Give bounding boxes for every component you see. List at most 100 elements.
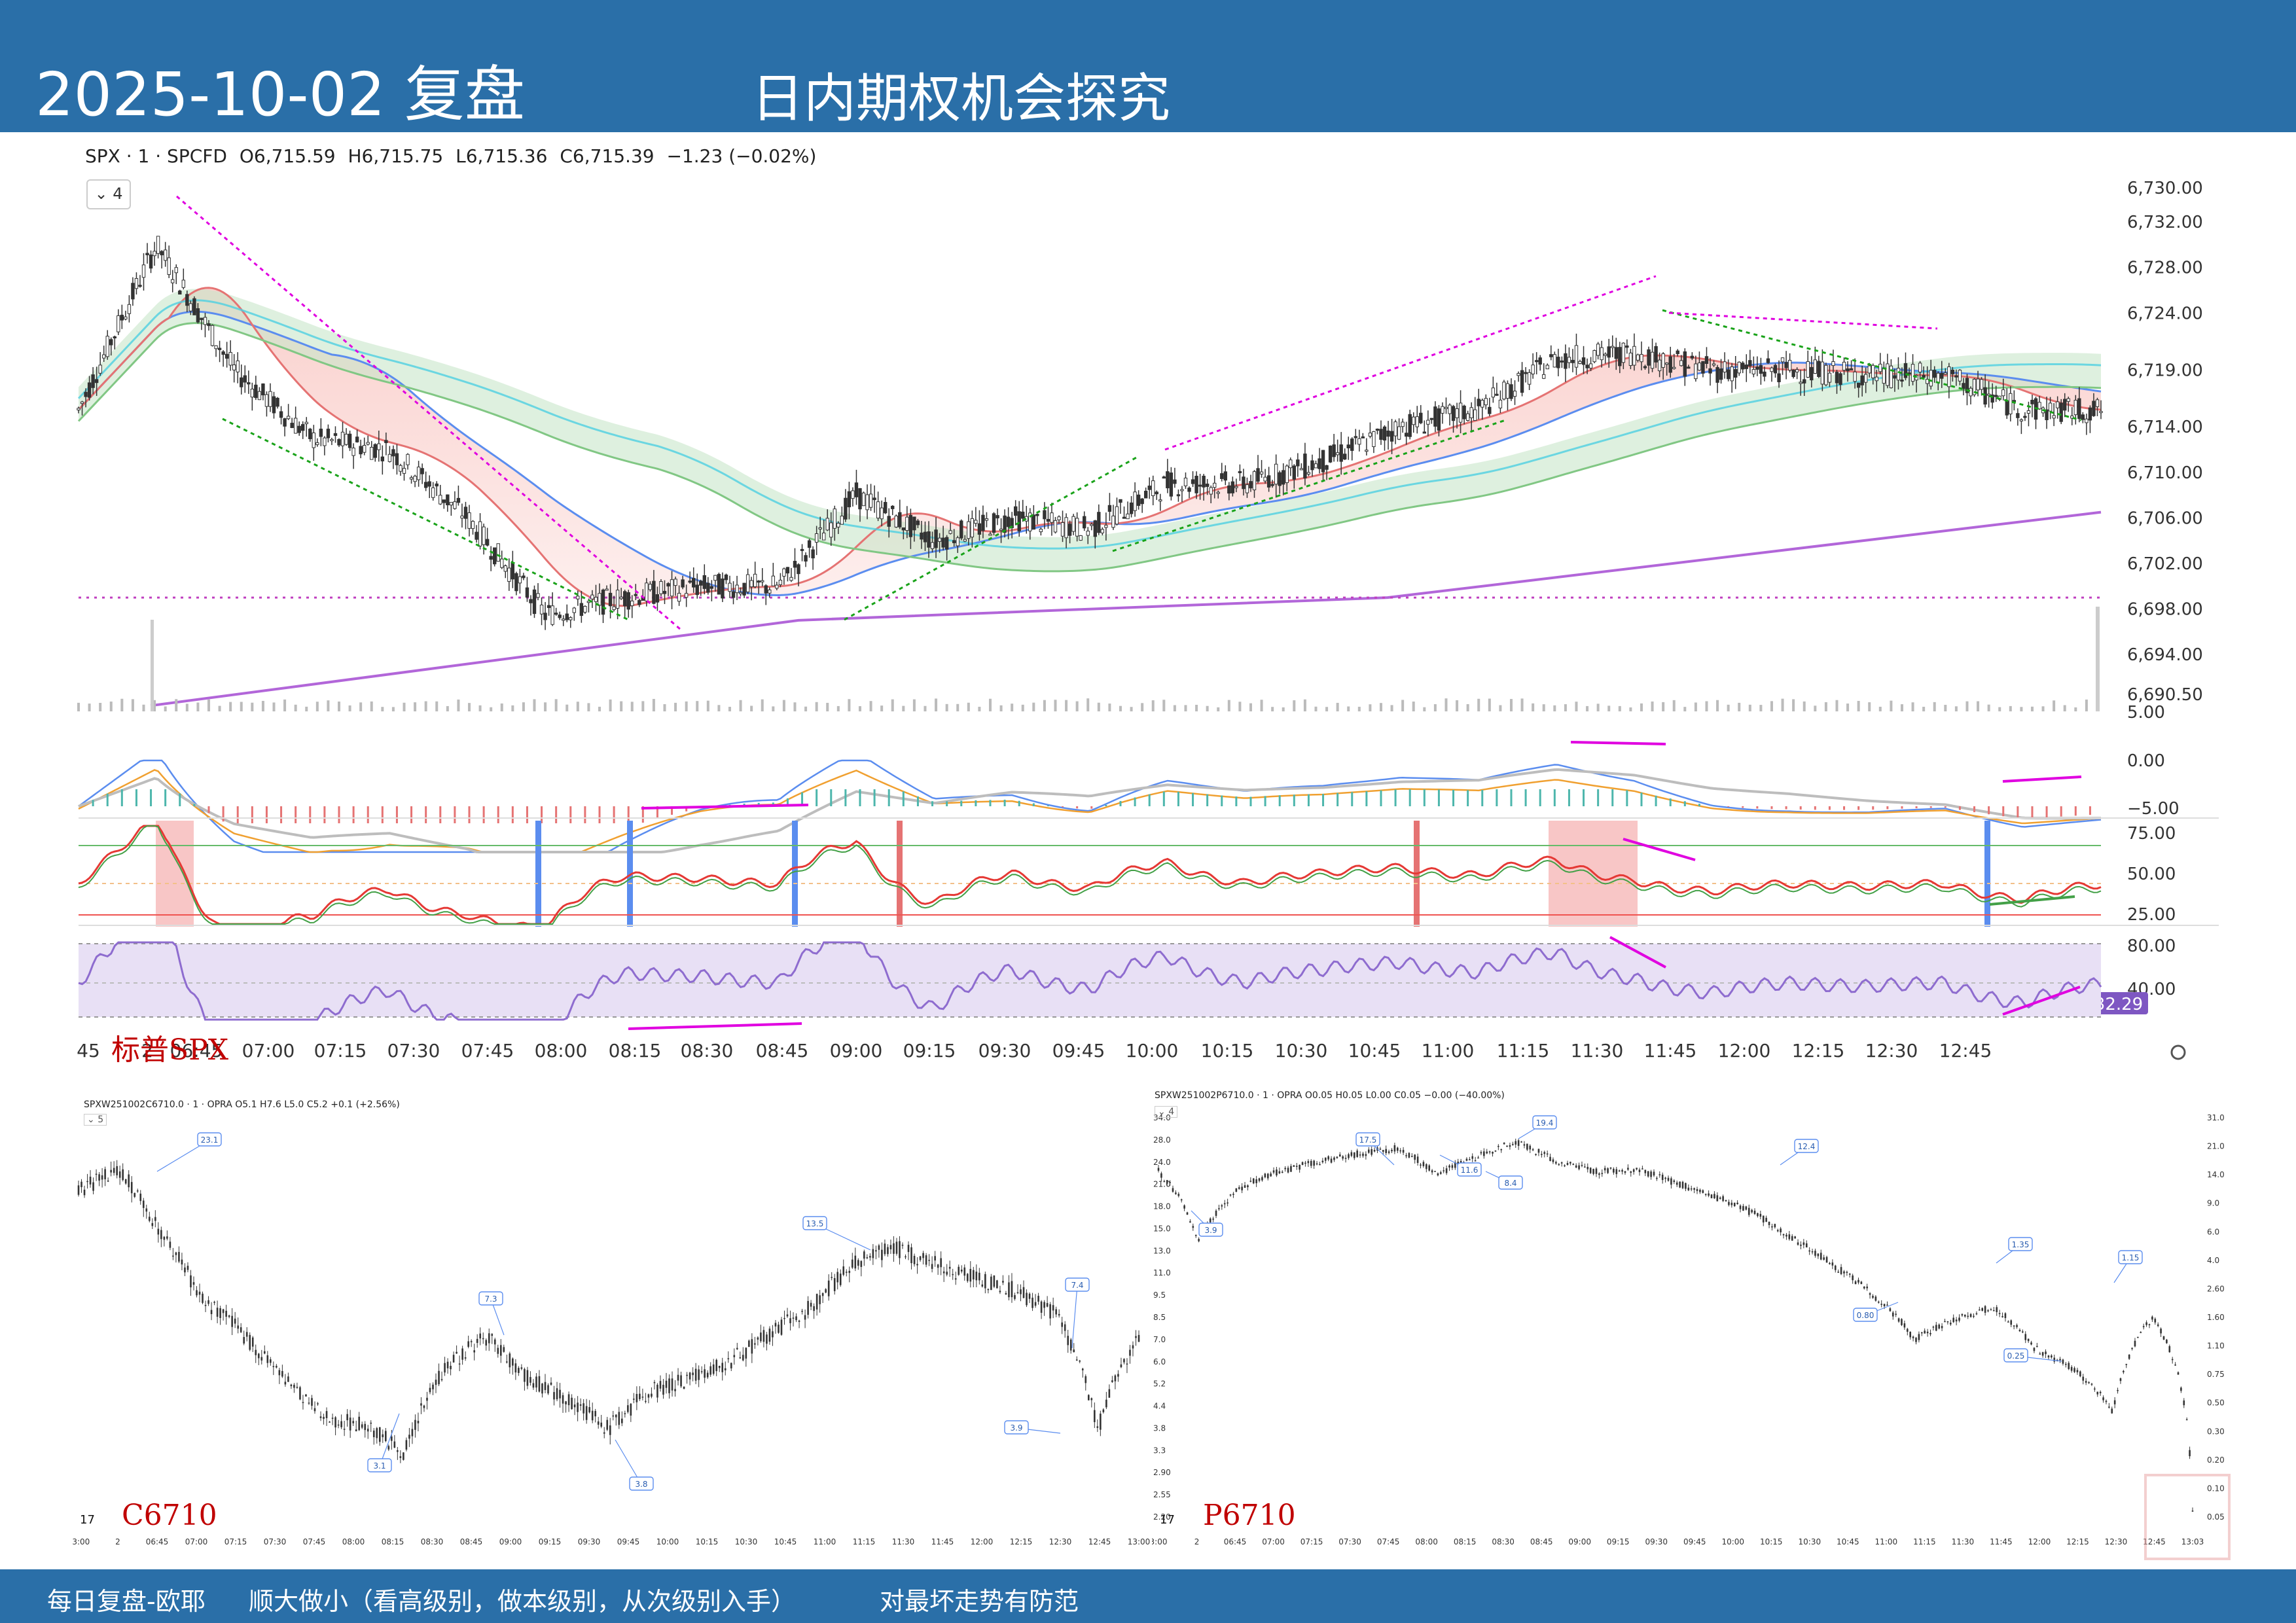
macd-hist — [1336, 793, 1339, 806]
candle-body — [1924, 1330, 1926, 1334]
option-time-tick: 07:45 — [1377, 1537, 1400, 1546]
volume-bar — [142, 704, 145, 711]
candle-body — [157, 1228, 160, 1235]
candle-body — [149, 254, 153, 269]
macd-hist — [1510, 789, 1513, 806]
candle-body — [2128, 1354, 2130, 1359]
candle-body — [1546, 1153, 1549, 1155]
candle-body — [134, 1192, 136, 1197]
candle-body — [684, 593, 689, 598]
put-indicator-count[interactable]: ⌄ 4 — [1155, 1106, 1178, 1118]
candle-body — [1715, 366, 1719, 383]
candle-body — [399, 465, 403, 472]
macd-hist — [1828, 806, 1831, 810]
candle-body — [1624, 1171, 1626, 1173]
macd-hist — [2017, 806, 2019, 819]
candle-body — [1840, 1267, 1842, 1274]
candle-body — [742, 582, 746, 596]
candle-body — [1534, 360, 1539, 363]
candle-body — [893, 1243, 895, 1254]
candle-body — [1444, 406, 1448, 409]
candle-body — [2096, 1391, 2099, 1395]
macd-hist — [1177, 791, 1179, 806]
candle-body — [416, 467, 421, 480]
zone-marker — [1984, 821, 1990, 927]
candle-body — [848, 1270, 851, 1274]
candle-body — [110, 1169, 112, 1173]
volume-bar — [1347, 706, 1350, 711]
candle-body — [748, 1340, 750, 1347]
candle-body — [1681, 1181, 1684, 1188]
option-price-tick: 0.05 — [2207, 1512, 2225, 1522]
candle-body — [192, 1282, 195, 1285]
candle-body — [2090, 1383, 2093, 1385]
candle-body — [154, 1217, 156, 1221]
candle-body — [382, 1434, 384, 1438]
candle-body — [1393, 421, 1397, 437]
macd-hist — [1076, 806, 1079, 809]
candle-body — [768, 589, 772, 594]
volume-bar — [1586, 705, 1589, 711]
candle-body — [426, 1397, 428, 1401]
candle-body — [1474, 1160, 1477, 1162]
candle-body — [1532, 1149, 1534, 1150]
candle-body — [1685, 1183, 1687, 1189]
candle-body — [1321, 1160, 1324, 1162]
macd-hist — [2002, 806, 2005, 817]
volume-bar — [1054, 700, 1057, 711]
candle-body — [1776, 1230, 1779, 1232]
macd-slow-line — [78, 768, 2102, 853]
candle-body — [1962, 383, 1965, 389]
candle-body — [1613, 1168, 1615, 1173]
macd-hist — [410, 806, 413, 823]
candle-body — [789, 1318, 791, 1323]
candle-body — [2099, 411, 2103, 414]
candle-body — [254, 384, 258, 399]
footer-bar: 每日复盘-欧耶 顺大做小（看高级别，做本级别，从次级别入手） 对最坏走势有防范 — [0, 1569, 2296, 1623]
candle-body — [789, 577, 793, 581]
spx-indicator-toggle[interactable]: ⌄ 4 — [86, 179, 131, 209]
candle-body — [1763, 371, 1767, 377]
candle-body — [1571, 359, 1575, 363]
price-tick-label: 6,702.00 — [2127, 554, 2203, 574]
candle-body — [1896, 368, 1901, 381]
volume-bar — [1206, 705, 1209, 711]
candle-body — [1296, 459, 1300, 467]
candle-body — [81, 1181, 82, 1188]
candle-body — [1100, 529, 1105, 533]
candle-body — [127, 304, 132, 314]
candle-body — [1611, 346, 1615, 348]
volume-bar — [1086, 698, 1090, 711]
candle-body — [145, 253, 149, 255]
macd-hist — [1134, 797, 1136, 806]
candle-body — [1987, 1310, 1989, 1311]
candle-body — [1155, 491, 1158, 495]
price-tag — [1498, 1175, 1523, 1190]
candle-body — [1043, 1302, 1045, 1308]
candle-body — [2162, 1336, 2165, 1340]
candle-body — [804, 1315, 806, 1320]
candle-body — [1126, 513, 1130, 520]
zone-marker — [897, 821, 903, 927]
candle-body — [1679, 1181, 1681, 1188]
macd-hist — [975, 800, 977, 806]
candle-body — [833, 1278, 836, 1291]
candle-body — [113, 1168, 115, 1173]
candle-body — [1925, 379, 1929, 384]
candle-body — [999, 1291, 1001, 1293]
macd-hist — [1148, 794, 1151, 806]
candle-body — [1002, 1281, 1004, 1283]
macd-hist — [1583, 789, 1585, 806]
candle-body — [1162, 476, 1166, 479]
option-time-tick: 11:15 — [853, 1537, 876, 1546]
candle-body — [1011, 1281, 1013, 1298]
option-time-tick: 07:15 — [1300, 1537, 1323, 1546]
option-time-tick: 08:45 — [460, 1537, 483, 1546]
volume-bar — [804, 706, 808, 711]
candle-body — [641, 1397, 644, 1398]
candle-body — [727, 1358, 730, 1359]
call-indicator-count[interactable]: ⌄ 5 — [84, 1114, 107, 1126]
volume-bar — [1575, 702, 1578, 711]
spx-time-axis: 45 2 06:45 07:00 07:15 07:30 07:45 08:00 08:15 08… — [77, 1040, 2186, 1061]
candle-body — [458, 1363, 461, 1365]
